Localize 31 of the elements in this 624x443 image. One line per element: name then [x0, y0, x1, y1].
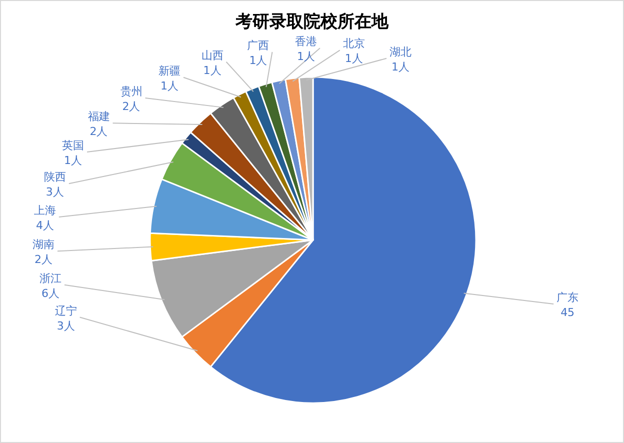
slice-label: 新疆 — [158, 64, 180, 78]
data-label: 1人 — [64, 154, 82, 167]
data-label: 3人 — [46, 186, 64, 199]
data-label: 3人 — [56, 319, 75, 332]
data-label: 2人 — [122, 100, 140, 114]
data-label: 1人 — [344, 52, 363, 66]
slice-label: 贵州 — [120, 85, 142, 98]
chart-title: 考研录取院校所在地 — [234, 12, 390, 32]
data-label: 45 — [560, 306, 575, 319]
data-label: 1人 — [391, 60, 410, 74]
data-label: 4人 — [36, 219, 54, 232]
data-label: 1人 — [160, 79, 178, 92]
data-label: 6人 — [41, 286, 60, 300]
slice-label: 陕西 — [44, 170, 66, 184]
slice-label: 湖北 — [389, 45, 412, 58]
data-label: 1人 — [203, 64, 222, 77]
slice-label: 山西 — [201, 48, 224, 62]
slice-label: 浙江 — [39, 272, 62, 285]
slice-label: 广西 — [247, 38, 270, 52]
slice-label: 辽宁 — [54, 304, 77, 318]
data-label: 1人 — [249, 54, 268, 67]
slice-label: 上海 — [34, 204, 56, 218]
slice-label: 福建 — [88, 110, 110, 124]
data-label: 2人 — [90, 125, 108, 138]
slice-label: 湖南 — [32, 238, 54, 252]
slice-label: 北京 — [342, 37, 365, 50]
data-label: 2人 — [34, 253, 52, 266]
slice-label: 香港 — [294, 35, 317, 48]
slice-label: 英国 — [62, 138, 84, 152]
data-label: 1人 — [296, 50, 315, 64]
slice-label: 广东 — [556, 290, 579, 304]
